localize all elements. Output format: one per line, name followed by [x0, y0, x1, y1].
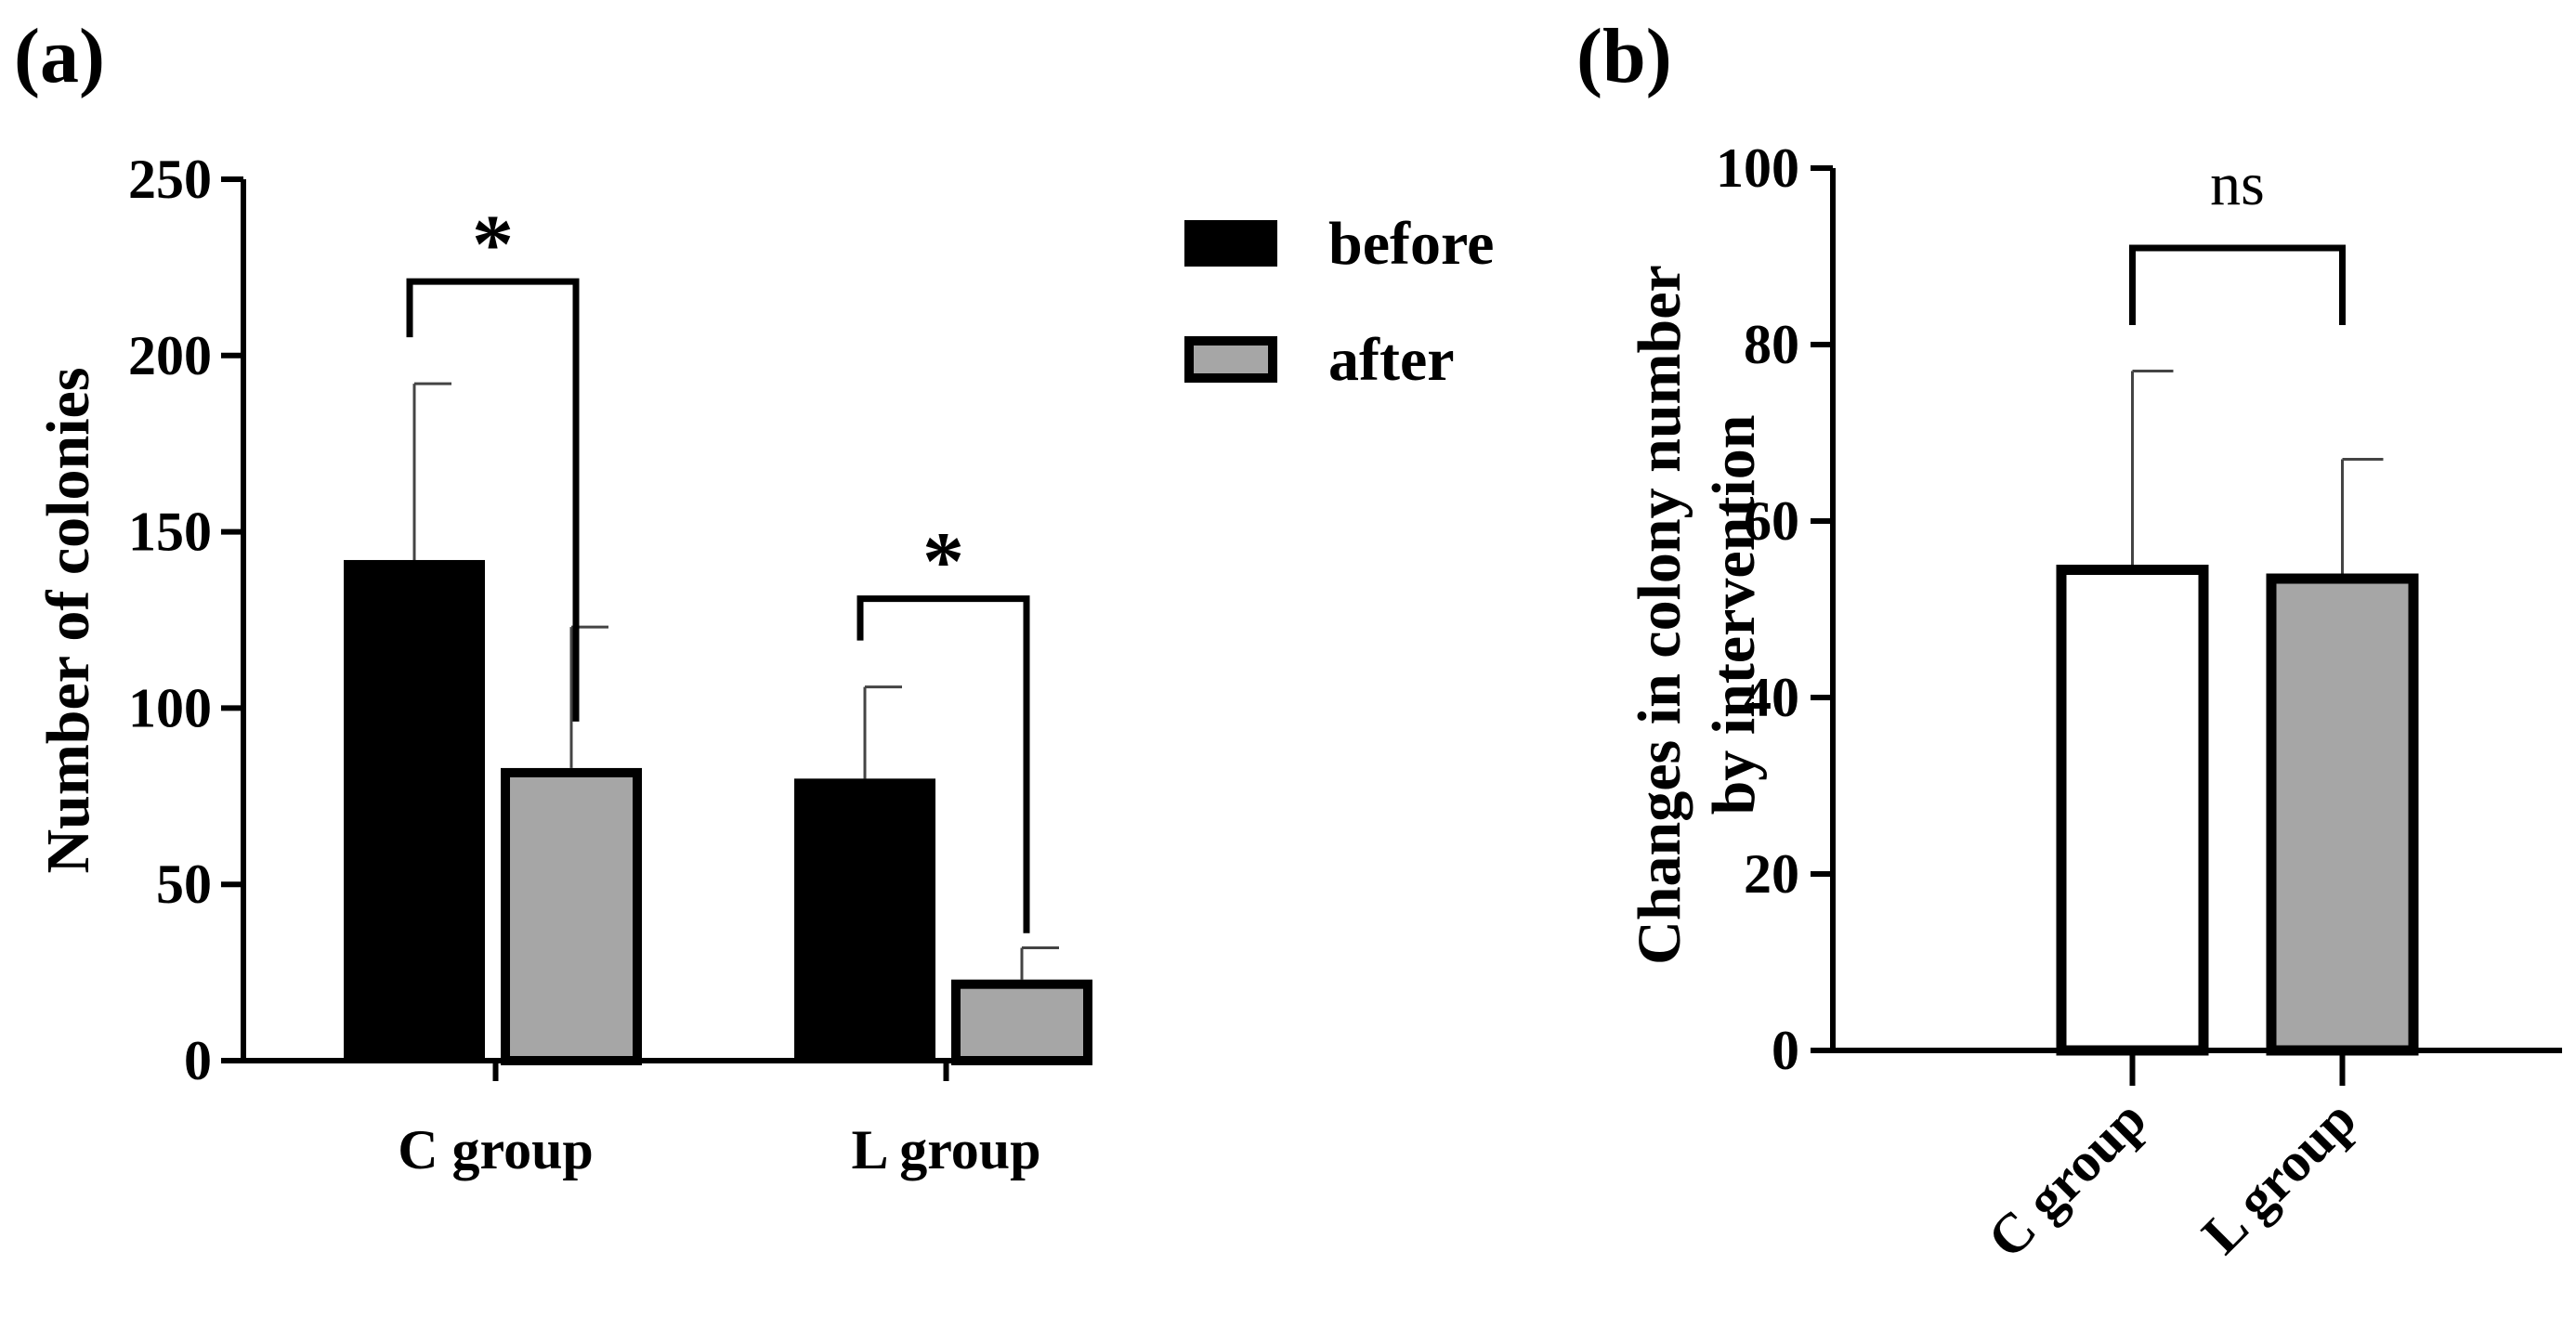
x-tick-label: C group [398, 1119, 594, 1180]
bar-before [794, 778, 935, 1061]
legend-swatch-before [1184, 220, 1277, 267]
y-tick-label: 0 [1772, 1020, 1799, 1081]
panel-label: (a) [14, 13, 105, 99]
y-axis-title-line: by intervention [1700, 415, 1768, 815]
legend-label: before [1328, 210, 1494, 278]
y-tick-label: 80 [1744, 314, 1799, 375]
panel-b: (b) 0 20 40 60 80 100 Changes in colony number b… [1576, 13, 2562, 1270]
y-tick-label: 100 [1716, 137, 1799, 199]
significance-label: * [922, 516, 964, 608]
y-axis-title-line: Changes in colony number [1626, 265, 1693, 965]
significance-bracket [2129, 244, 2346, 325]
bar-before [344, 559, 485, 1061]
y-axis-title: Number of colonies [34, 367, 102, 873]
significance-bracket [856, 595, 1030, 933]
x-tick-label: C group [1976, 1089, 2158, 1271]
y-tick-label: 250 [128, 149, 212, 210]
panel-label: (b) [1576, 13, 1672, 99]
bar-after [501, 767, 642, 1065]
y-tick-label: 40 [1744, 667, 1799, 728]
panel-a: (a) 0 50 100 150 200 250 Number of colonies C gr… [14, 13, 1494, 1180]
y-tick-label: 20 [1744, 843, 1799, 905]
significance-label: * [472, 199, 514, 291]
significance-label: ns [2210, 150, 2265, 218]
y-tick-label: 200 [128, 325, 212, 386]
y-tick-label: 60 [1744, 490, 1799, 552]
x-tick-label: L group [2190, 1089, 2368, 1266]
bar-l-group [2266, 573, 2419, 1056]
x-tick-label: L group [852, 1119, 1041, 1180]
y-tick-label: 100 [128, 677, 212, 738]
legend-label: after [1328, 326, 1455, 394]
bar-c-group [2056, 565, 2209, 1056]
y-axis-title: Changes in colony number by intervention [1626, 265, 1768, 965]
y-tick-label: 150 [128, 502, 212, 563]
bar-after [951, 979, 1092, 1066]
y-tick-label: 50 [156, 854, 212, 915]
legend-swatch-after [1184, 336, 1277, 383]
y-tick-label: 0 [184, 1030, 212, 1091]
significance-bracket [406, 278, 580, 722]
